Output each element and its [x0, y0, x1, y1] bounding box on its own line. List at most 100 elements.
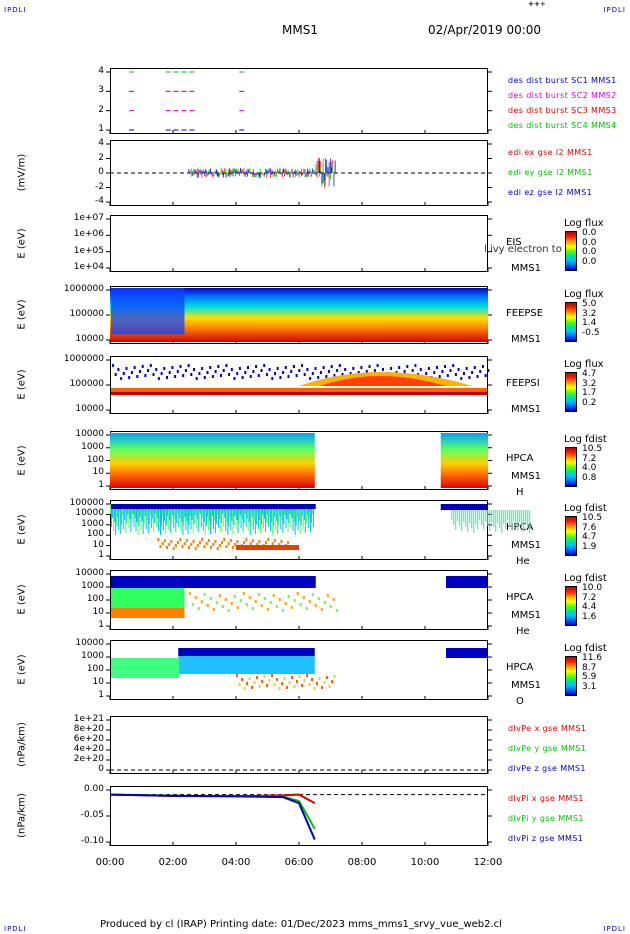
y-tick-label: 0 [98, 167, 104, 177]
y-axis-label: E (eV) [16, 584, 28, 615]
colorbar-value: 8.7 [582, 662, 597, 673]
legend-entry: dlvPi z gse MMS1 [508, 834, 584, 843]
colorbar-value: 10.5 [582, 513, 603, 523]
overlay-label: l ivy electron to [484, 244, 562, 255]
legend-entry: dlvPe z gse MMS1 [508, 764, 586, 773]
he-plus-speckle [491, 510, 493, 522]
he-plus-speckle [497, 510, 499, 523]
x-tick-label: 06:00 [284, 857, 314, 868]
y-tick-label: 4e+20 [73, 744, 104, 754]
y-tick-label: 10000 [75, 334, 104, 344]
y-tick-label: 1 [98, 550, 104, 560]
y-tick-label: 10000 [75, 568, 104, 578]
legend-entry: edi ez gse l2 MMS1 [508, 188, 593, 197]
x-tick-label: 10:00 [410, 857, 440, 868]
y-axis-label: E (eV) [16, 227, 28, 259]
y-tick-label: 1000 [81, 441, 104, 452]
y-tick-label: 2 [98, 104, 104, 115]
instrument-label: HPCA [506, 592, 534, 603]
colorbar-title: Log fdist [564, 434, 607, 445]
y-tick-label: 1000 [81, 651, 104, 661]
colorbar [565, 516, 577, 556]
y-tick-label: 10000 [75, 638, 104, 648]
colorbar-value: 1.6 [582, 611, 597, 622]
y-tick-label: 1000000 [63, 284, 104, 294]
y-tick-label: 10000 [75, 404, 104, 414]
x-tick-label: 12:00 [473, 857, 503, 868]
y-axis-label: E (eV) [16, 654, 28, 685]
he-plus-speckle [499, 510, 501, 528]
colorbar-value: 1.7 [582, 388, 597, 398]
y-tick-label: 0.00 [83, 784, 104, 794]
colorbar-value: 0.0 [582, 237, 597, 248]
colorbar-value: 4.0 [582, 463, 597, 473]
y-tick-label: 1000 [81, 581, 104, 591]
y-tick-label: -2 [95, 181, 104, 192]
y-tick-label: -4 [95, 196, 104, 206]
he-plus-speckle [513, 510, 515, 521]
species-label: He [516, 556, 530, 567]
colorbar-value: -0.5 [582, 327, 600, 338]
y-tick-label: 100000 [69, 498, 104, 508]
colorbar-value: 0.2 [582, 397, 597, 408]
colorbar-value: 4.7 [582, 532, 597, 542]
y-tick-label: 10 [92, 607, 104, 617]
legend-entry: dlvPe y gse MMS1 [508, 744, 587, 753]
corner-label-tl: IPDLI [4, 6, 27, 14]
colorbar-value: 4.4 [582, 602, 597, 612]
species-charge-label: ++ [534, 0, 546, 8]
colorbar-title: Log flux [564, 218, 604, 229]
he-plus-speckle [493, 510, 495, 527]
colorbar-value: 0.8 [582, 472, 597, 483]
y-tick-label: 100000 [69, 309, 104, 319]
y-axis-label: (mV/m) [16, 153, 28, 192]
colorbar-title: Log fdist [564, 573, 607, 584]
y-tick-label: 1e+05 [73, 245, 104, 256]
y-axis-label: E (eV) [16, 369, 28, 400]
y-tick-label: 10000 [75, 508, 104, 519]
corner-label-tr: IPDLI [603, 6, 626, 14]
panel-frame-p4 [110, 286, 488, 344]
y-axis-label: E (eV) [16, 444, 28, 476]
legend-entry: edi ey gse l2 MMS1 [508, 168, 593, 177]
panel-frame-p10 [110, 716, 488, 774]
y-tick-label: -0.05 [80, 810, 104, 820]
colorbar-value: 10.5 [582, 444, 603, 454]
y-tick-label: 4 [98, 66, 104, 76]
colorbar [565, 656, 577, 696]
colorbar-title: Log fdist [564, 643, 607, 654]
colorbar-value: 4.7 [582, 369, 597, 379]
colorbar [565, 372, 577, 412]
panel-frame-p9 [110, 640, 488, 700]
colorbar-value: 7.6 [582, 522, 597, 533]
y-tick-label: 1e+21 [73, 714, 104, 724]
y-tick-label: 6e+20 [73, 734, 104, 744]
y-tick-label: 100 [86, 664, 104, 674]
colorbar-value: 3.2 [582, 378, 597, 389]
he-plus-speckle [495, 510, 497, 532]
x-tick-label: 02:00 [158, 857, 188, 868]
panel-frame-p1 [110, 68, 488, 134]
species-label: O [516, 696, 524, 707]
colorbar-value: 3.2 [582, 308, 597, 319]
species-label: H [516, 487, 524, 498]
spacecraft-label: MMS1 [511, 680, 541, 691]
y-tick-label: 10000 [75, 429, 104, 439]
spacecraft-label: MMS1 [511, 610, 541, 621]
mission-title: MMS1 [282, 23, 318, 37]
y-axis-label: E (eV) [16, 514, 28, 545]
colorbar-value: 1.4 [582, 318, 597, 328]
instrument-label: EIS [506, 237, 522, 248]
panel-frame-p2 [110, 140, 488, 206]
x-tick-label: 08:00 [347, 857, 377, 868]
y-tick-label: 3 [98, 85, 104, 96]
colorbar-value: 3.1 [582, 681, 597, 692]
y-tick-label: 8e+20 [73, 724, 104, 734]
y-tick-label: 1000 [81, 518, 104, 529]
legend-entry: des dist burst SC2 MMS2 [508, 91, 617, 100]
colorbar-value: 10.0 [582, 583, 603, 593]
y-axis-label: (nPa/km) [16, 793, 28, 838]
colorbar-title: Log flux [564, 359, 604, 370]
y-tick-label: 1 [98, 124, 104, 134]
x-tick-label: 00:00 [95, 857, 125, 868]
